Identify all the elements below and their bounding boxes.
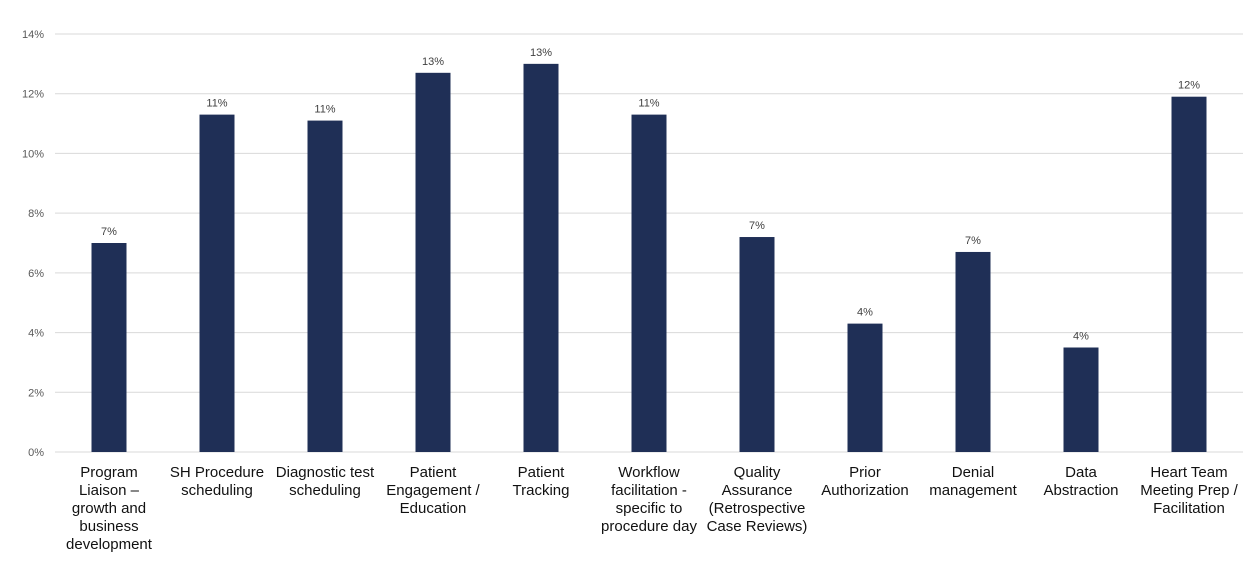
x-category-label-line: Facilitation bbox=[1153, 500, 1225, 517]
x-category-label-line: Engagement / bbox=[386, 482, 480, 499]
x-category-label-line: specific to bbox=[616, 500, 683, 517]
y-tick-label: 0% bbox=[28, 447, 44, 459]
bar bbox=[631, 114, 667, 452]
data-label: 4% bbox=[1073, 331, 1089, 343]
x-category-label-line: Patient bbox=[410, 464, 458, 481]
y-tick-label: 12% bbox=[22, 89, 44, 101]
x-category-label-line: Diagnostic test bbox=[276, 464, 375, 481]
x-category-label-line: Denial bbox=[952, 464, 995, 481]
x-category-label: Patient Engagement / Education bbox=[386, 464, 480, 517]
x-category-label-line: Abstraction bbox=[1043, 482, 1118, 499]
x-axis-labels: Program Liaison – growth and business develo… bbox=[66, 464, 1239, 553]
x-category-label-line: Quality bbox=[734, 464, 781, 481]
x-category-label-line: management bbox=[929, 482, 1017, 499]
data-label: 12% bbox=[1178, 80, 1200, 92]
x-category-label-line: scheduling bbox=[181, 482, 253, 499]
y-tick-label: 4% bbox=[28, 328, 44, 340]
data-label: 13% bbox=[530, 47, 552, 59]
x-category-label: Diagnostic test scheduling bbox=[276, 464, 375, 499]
data-label: 7% bbox=[101, 226, 117, 238]
x-category-label-line: Assurance bbox=[722, 482, 793, 499]
x-category-label: Workflow facilitation -specific to procedu… bbox=[601, 464, 697, 535]
x-category-label: Prior Authorization bbox=[821, 464, 909, 499]
data-label: 7% bbox=[965, 235, 981, 247]
data-label: 7% bbox=[749, 220, 765, 232]
x-category-label-line: development bbox=[66, 536, 153, 553]
x-category-label-line: Heart Team bbox=[1150, 464, 1227, 481]
y-tick-label: 2% bbox=[28, 387, 44, 399]
x-category-label: SH Procedure scheduling bbox=[170, 464, 264, 499]
y-tick-label: 8% bbox=[28, 208, 44, 220]
x-category-label-line: Meeting Prep / bbox=[1140, 482, 1238, 499]
x-category-label: Denial management bbox=[929, 464, 1017, 499]
data-label: 4% bbox=[857, 307, 873, 319]
x-category-label-line: Tracking bbox=[513, 482, 570, 499]
x-category-label-line: Education bbox=[400, 500, 467, 517]
x-category-label-line: procedure day bbox=[601, 518, 697, 535]
x-category-label-line: (Retrospective bbox=[709, 500, 806, 517]
y-tick-label: 14% bbox=[22, 29, 44, 41]
bars bbox=[91, 63, 1207, 453]
x-category-label-line: Case Reviews) bbox=[707, 518, 808, 535]
data-labels: 7% 11% 11% 13% 13% 11% 7% 4% 7% 4% 12% bbox=[101, 47, 1200, 343]
x-category-label-line: Patient bbox=[518, 464, 566, 481]
y-tick-label: 10% bbox=[22, 148, 44, 160]
x-category-label: Program Liaison – growth and business develo… bbox=[66, 464, 153, 553]
bar bbox=[523, 63, 559, 452]
bar bbox=[739, 237, 775, 452]
bar bbox=[1171, 96, 1207, 452]
x-category-label: Heart Team Meeting Prep / Facilitation bbox=[1140, 464, 1238, 517]
x-category-label-line: Program bbox=[80, 464, 138, 481]
data-label: 11% bbox=[638, 98, 659, 110]
x-category-label-line: scheduling bbox=[289, 482, 361, 499]
bar bbox=[415, 72, 451, 453]
x-category-label-line: facilitation - bbox=[611, 482, 687, 499]
x-category-label-line: Authorization bbox=[821, 482, 909, 499]
bar bbox=[955, 251, 991, 452]
bar bbox=[91, 243, 127, 452]
x-category-label-line: Data bbox=[1065, 464, 1097, 481]
bar bbox=[199, 114, 235, 452]
x-category-label-line: SH Procedure bbox=[170, 464, 264, 481]
x-category-label-line: Prior bbox=[849, 464, 881, 481]
x-category-label-line: Liaison – bbox=[79, 482, 140, 499]
y-axis-ticks: 0% 2% 4% 6% 8% 10% 12% 14% bbox=[22, 29, 44, 459]
x-category-label-line: business bbox=[79, 518, 138, 535]
y-tick-label: 6% bbox=[28, 268, 44, 280]
bar bbox=[307, 120, 343, 452]
bar bbox=[847, 323, 883, 452]
x-category-label: Data Abstraction bbox=[1043, 464, 1118, 499]
x-category-label-line: growth and bbox=[72, 500, 146, 517]
x-category-label-line: Workflow bbox=[618, 464, 680, 481]
data-label: 13% bbox=[422, 56, 444, 68]
data-label: 11% bbox=[206, 98, 227, 110]
x-category-label: Patient Tracking bbox=[513, 464, 570, 499]
x-category-label: Quality Assurance (Retrospective Case Revie… bbox=[707, 464, 808, 535]
bar bbox=[1063, 347, 1099, 452]
data-label: 11% bbox=[314, 104, 335, 116]
